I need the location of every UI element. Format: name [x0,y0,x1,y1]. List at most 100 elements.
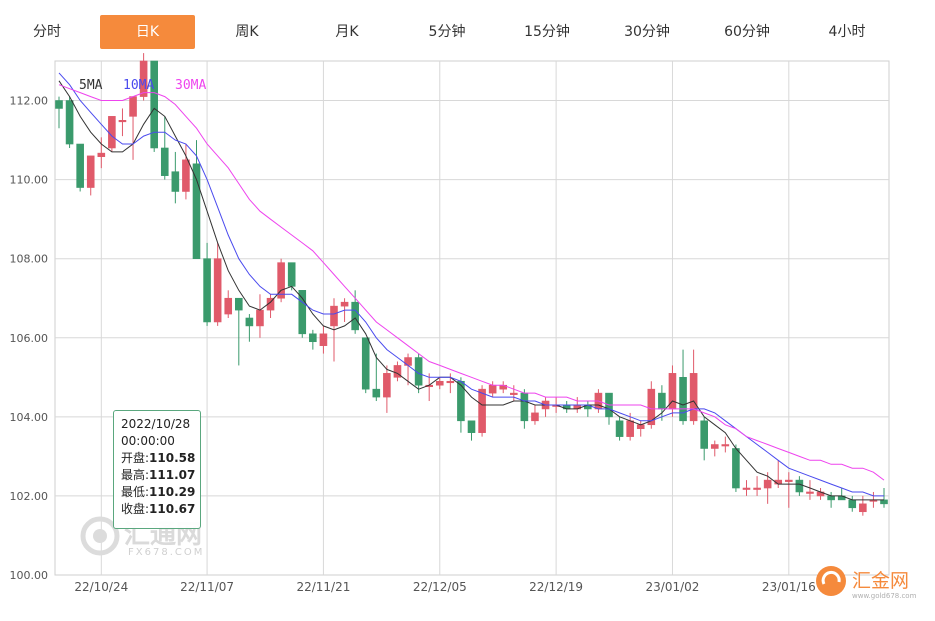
candle [86,155,95,196]
candle [404,353,412,386]
candle-body [351,301,359,331]
candle [192,140,201,259]
moving-averages [58,72,885,501]
candle [478,385,486,437]
candle [55,96,63,129]
candle [97,137,106,169]
candle-body [372,388,381,398]
candle-body [753,487,761,490]
candle-body [647,388,656,426]
candle-body [763,479,772,489]
tab-15min[interactable]: 15分钟 [524,24,570,40]
candle [235,297,243,366]
candle [76,143,84,192]
x-tick-label: 23/01/16 [762,580,816,594]
candle [446,373,455,394]
candle [753,476,761,496]
candle-body [689,373,698,422]
candle-body [393,365,402,378]
candle-body [256,309,264,327]
tab-daily-k[interactable]: 日K [100,15,195,49]
candle-body [700,420,708,449]
candle-body [742,487,751,490]
tab-30min[interactable]: 30分钟 [624,24,670,40]
candle-body [108,116,116,149]
candle-body [192,163,201,259]
candle [118,108,127,137]
candle-body [235,297,243,311]
candle-body [171,171,180,192]
candle-body [531,412,539,422]
candle [182,144,190,200]
candle-body [446,380,455,384]
candle [266,294,275,318]
y-tick-label: 100.00 [10,569,49,582]
tab-intraday[interactable]: 分时 [33,24,61,40]
candle-body [330,305,338,327]
candle-body [76,143,84,188]
candle [108,116,116,152]
candle [679,349,687,425]
candle [319,325,328,354]
candle-body [732,448,740,489]
y-tick-label: 104.00 [10,411,49,424]
tab-weekly-k[interactable]: 周K [235,24,259,40]
y-tick-label: 102.00 [10,490,49,503]
candle [742,480,751,496]
candle [150,60,158,152]
candle-body [880,499,888,505]
y-tick-label: 112.00 [10,95,49,108]
candle [785,472,793,508]
candle-body [55,100,63,109]
candle [827,491,835,508]
x-tick-label: 22/11/07 [180,580,234,594]
candle [880,488,888,508]
candle-body [287,262,296,287]
candle-body [139,60,148,97]
candle [700,416,708,461]
candle-body [118,120,127,123]
candle-body [658,392,666,410]
candle-body [245,317,254,327]
candle-body [827,495,835,501]
x-tick-label: 22/11/21 [296,580,350,594]
candle [562,401,571,413]
tab-5min[interactable]: 5分钟 [428,24,466,40]
candle-body [478,388,486,433]
candle [435,377,444,390]
candle [689,349,698,425]
tab-60min[interactable]: 60分钟 [724,24,770,40]
candle-body [510,392,518,395]
axes: 112.00 110.00 108.00 106.00 104.00 102.00 100.… [10,95,816,594]
candle-body [266,297,275,311]
period-tabs: 分时 日K 周K 月K 5分钟 15分钟 30分钟 60分钟 4小时 [0,15,935,51]
tooltip-low: 最低:110.29 [121,485,196,499]
candle [763,472,772,504]
candle [393,361,402,382]
x-tick-label: 22/12/05 [413,580,467,594]
tooltip-open: 开盘:110.58 [121,451,196,465]
candle-body [129,96,137,117]
candle-body [404,357,412,366]
candle [795,476,804,496]
candle-body [636,424,645,430]
ohlc-tooltip: 2022/10/28 00:00:00 开盘:110.58 最高:111.07 … [113,410,201,529]
x-tick-label: 23/01/02 [646,580,700,594]
watermark-sub: FX678.COM [128,547,204,558]
candle-body [615,420,624,437]
candle [245,314,254,342]
tab-4hour[interactable]: 4小时 [828,24,866,40]
candle [806,480,814,500]
candle-body [224,297,233,315]
candle-body [150,60,158,149]
plot-frame [54,60,890,576]
candle [510,385,518,402]
tooltip-high: 最高:111.07 [121,468,196,482]
candle-body [488,384,497,394]
candle [256,294,264,338]
tab-monthly-k[interactable]: 月K [335,24,359,40]
x-tick-label: 22/10/24 [74,580,128,594]
candle [467,420,476,441]
candle [65,96,74,148]
